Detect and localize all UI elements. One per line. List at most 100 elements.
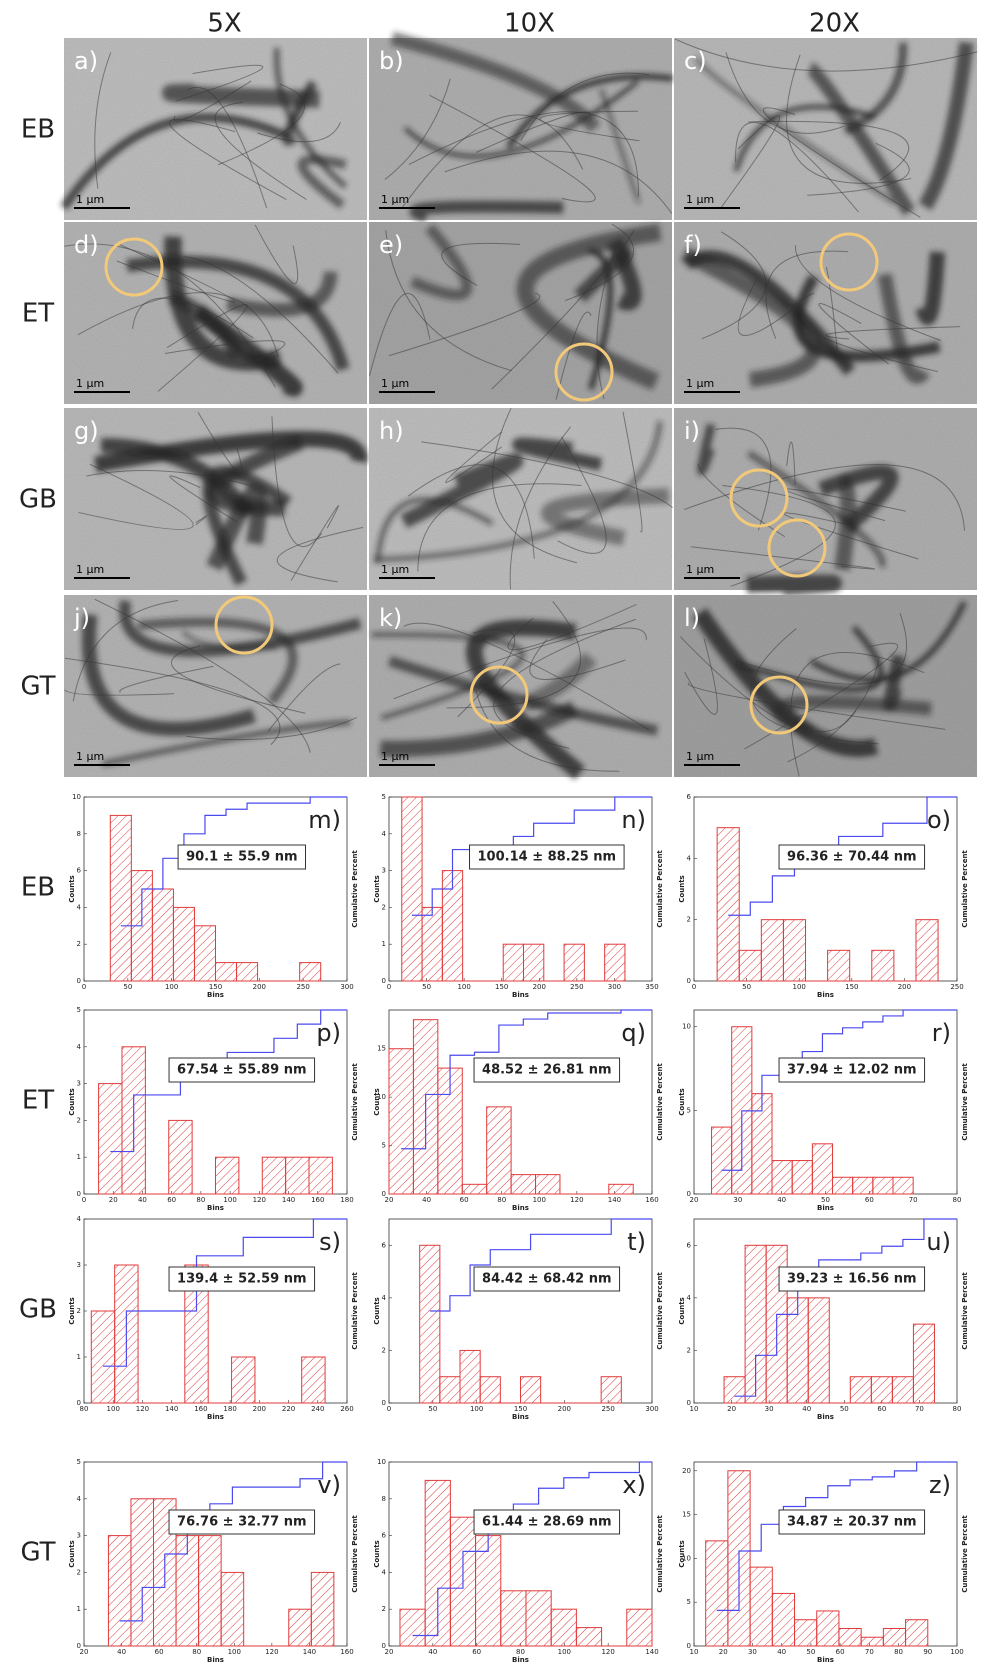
bar (399, 1608, 426, 1647)
fibril (737, 277, 798, 336)
bar (794, 1619, 818, 1647)
y-tick-label: 2 (382, 1605, 386, 1613)
x-tick-label: 150 (845, 983, 858, 991)
annotation: 48.52 ± 26.81 nm (482, 1063, 612, 1078)
micrograph: i) 1 μm (674, 408, 977, 596)
x-axis-label: Bins (512, 1204, 529, 1212)
fiber (695, 55, 897, 206)
fibril (186, 717, 358, 741)
fiber (207, 434, 304, 517)
x-tick-label: 0 (387, 983, 391, 991)
bar (575, 1627, 603, 1647)
highlight-circle (469, 665, 529, 725)
x-tick-label: 260 (340, 1405, 353, 1413)
fibril (825, 326, 961, 340)
panel-label: q) (621, 1019, 646, 1047)
y-tick-label: 0 (77, 1190, 81, 1198)
bar (520, 1376, 542, 1404)
bar (811, 1143, 834, 1195)
fibril (388, 292, 541, 357)
bar (870, 1376, 893, 1404)
scale-bar-label: 1 μm (686, 377, 714, 390)
x-tick-label: 240 (311, 1405, 324, 1413)
bar (215, 1156, 240, 1195)
scale-bar-label: 1 μm (76, 193, 104, 206)
fiber (273, 47, 348, 189)
x-axis-label: Bins (817, 1656, 834, 1664)
fibril (94, 52, 112, 189)
highlight-circle (749, 675, 809, 735)
y-tick-label: 10 (377, 1458, 386, 1466)
fibril (417, 483, 582, 572)
fiber (162, 83, 320, 108)
fibril (529, 639, 626, 680)
bar (915, 919, 939, 982)
fibril (369, 293, 431, 376)
fibril (507, 603, 637, 651)
fibril (762, 107, 921, 218)
x-tick-label: 40 (138, 1196, 147, 1204)
y2-axis-label: Cumulative Percent (656, 1272, 664, 1350)
x-tick-label: 60 (167, 1196, 176, 1204)
fiber (818, 464, 899, 533)
x-tick-label: 50 (428, 1405, 437, 1413)
annotation-box (778, 1509, 926, 1535)
fiber (138, 617, 298, 705)
panel-label: e) (379, 231, 403, 259)
y-tick-label: 15 (682, 1511, 691, 1519)
y-tick-label: 6 (77, 867, 82, 875)
bar (705, 1540, 729, 1647)
fibril (564, 223, 634, 302)
x-tick-label: 20 (385, 1648, 394, 1656)
fiber (692, 608, 879, 757)
bar (608, 1183, 634, 1195)
annotation: 139.4 ± 52.59 nm (177, 1272, 307, 1287)
annotation-box (473, 1266, 621, 1292)
x-tick-label: 30 (748, 1648, 757, 1656)
x-tick-label: 140 (645, 1648, 658, 1656)
x-tick-label: 250 (296, 983, 309, 991)
fibril (276, 526, 364, 583)
bar (760, 919, 784, 982)
y-tick-label: 10 (72, 793, 81, 801)
x-tick-label: 60 (155, 1648, 164, 1656)
panel-label: z) (929, 1471, 951, 1499)
fibril (701, 231, 767, 340)
y-axis-label: Counts (678, 875, 686, 902)
y-axis-label: Counts (373, 1540, 381, 1567)
x-tick-label: 80 (80, 1405, 89, 1413)
fibril (290, 505, 339, 581)
fiber (400, 453, 524, 529)
x-tick-label: 10 (690, 1405, 699, 1413)
row-label: ET (22, 299, 54, 329)
y-axis-label: Counts (373, 1297, 381, 1324)
x-tick-label: 80 (192, 1648, 201, 1656)
x-tick-label: 120 (253, 1196, 266, 1204)
bar (172, 906, 195, 982)
x-tick-label: 80 (497, 1196, 506, 1204)
x-axis-label: Bins (512, 1413, 529, 1421)
y-tick-label: 10 (682, 1554, 691, 1562)
annotation-box (168, 1057, 316, 1083)
x-tick-label: 140 (608, 1196, 621, 1204)
annotation-box (778, 1266, 926, 1292)
bar (193, 925, 217, 982)
scale-bar-label: 1 μm (381, 563, 409, 576)
fibril (197, 411, 243, 474)
cumulative-line (734, 1218, 957, 1397)
y-tick-label: 5 (382, 1142, 386, 1150)
y-tick-label: 5 (687, 1106, 691, 1114)
cumulative-line (429, 1218, 652, 1312)
fiber (126, 255, 350, 371)
y-tick-label: 0 (687, 1399, 691, 1407)
fibril (794, 245, 941, 341)
fibril (257, 122, 341, 143)
x-tick-label: 350 (645, 983, 658, 991)
bar (310, 1571, 335, 1647)
y-tick-label: 4 (382, 830, 387, 838)
panel-label: x) (622, 1471, 646, 1499)
x-tick-label: 220 (282, 1405, 295, 1413)
y-axis-label: Counts (68, 875, 76, 902)
x-axis-label: Bins (817, 1413, 834, 1421)
bar (827, 949, 851, 982)
